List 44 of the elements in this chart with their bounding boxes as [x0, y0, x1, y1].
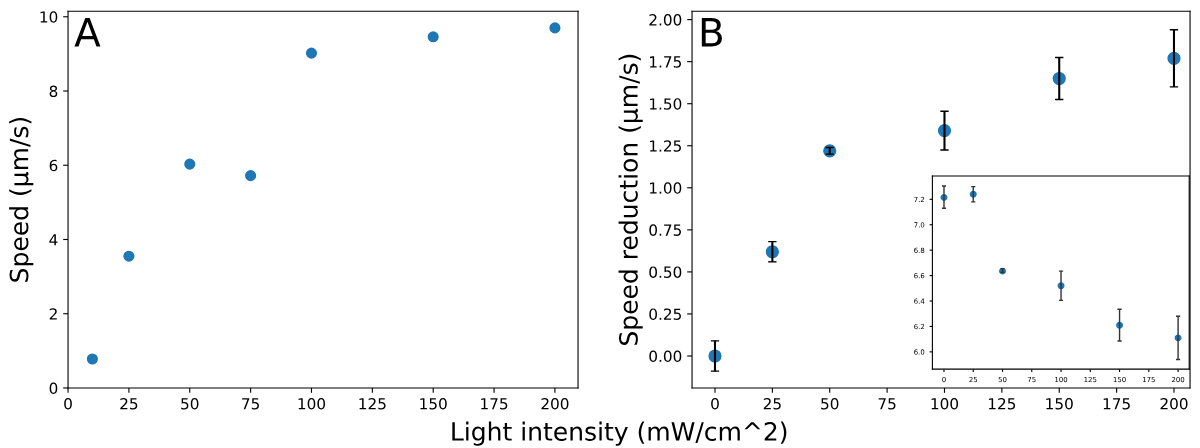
- y-tick-label: 8: [49, 85, 58, 98]
- chart-title: A: [74, 18, 101, 47]
- point: [86, 353, 98, 365]
- point: [184, 158, 196, 170]
- y-tick-label: 4: [49, 234, 58, 246]
- x-tick-label: 175: [481, 398, 508, 410]
- y-tick-label: 2: [49, 308, 57, 320]
- y-tick-label: 0.25: [649, 308, 681, 320]
- point: [305, 47, 318, 59]
- x-tick-label: 25: [120, 397, 138, 410]
- x-axis-title: Light intensity (mW/cm^2): [452, 421, 787, 446]
- x-tick-label: 200: [1160, 397, 1188, 410]
- y-axis-title: Speed reduction (µm/s): [618, 54, 643, 345]
- point: [245, 170, 257, 182]
- x-tick-label: 25: [763, 397, 781, 410]
- x-tick-label: 50: [181, 397, 199, 410]
- y-tick-label: 0.00: [649, 350, 682, 363]
- y-tick-label: 1.50: [649, 98, 682, 110]
- y-tick-label: 1.00: [649, 182, 682, 194]
- x-tick-label: 100: [298, 397, 326, 410]
- x-tick-label: 125: [988, 397, 1016, 410]
- y-tick-label: 6: [49, 159, 58, 172]
- point: [549, 22, 561, 34]
- x-tick-label: 0: [711, 397, 719, 410]
- y-axis-title: Speed (µm/s): [9, 117, 34, 282]
- x-tick-label: 125: [359, 397, 386, 410]
- x-tick-label: 150: [420, 397, 447, 410]
- x-tick-label: 175: [1103, 398, 1130, 410]
- x-tick-label: 50: [821, 397, 839, 410]
- y-tick-label: 1.25: [649, 140, 681, 152]
- point: [427, 31, 439, 43]
- x-tick-label: 0: [64, 397, 72, 410]
- y-tick-label: 0.75: [649, 224, 681, 236]
- point: [123, 250, 135, 262]
- y-tick-label: 0.50: [649, 266, 682, 278]
- x-tick-label: 150: [1046, 397, 1073, 410]
- x-tick-label: 75: [878, 398, 896, 410]
- y-tick-label: 2.00: [649, 14, 682, 26]
- y-tick-label: 1.75: [649, 56, 681, 68]
- y-tick-label: 10: [40, 11, 58, 23]
- x-tick-label: 200: [541, 397, 569, 410]
- chart-title: B: [701, 18, 722, 47]
- x-tick-label: 75: [242, 398, 259, 410]
- x-tick-label: 100: [931, 397, 959, 410]
